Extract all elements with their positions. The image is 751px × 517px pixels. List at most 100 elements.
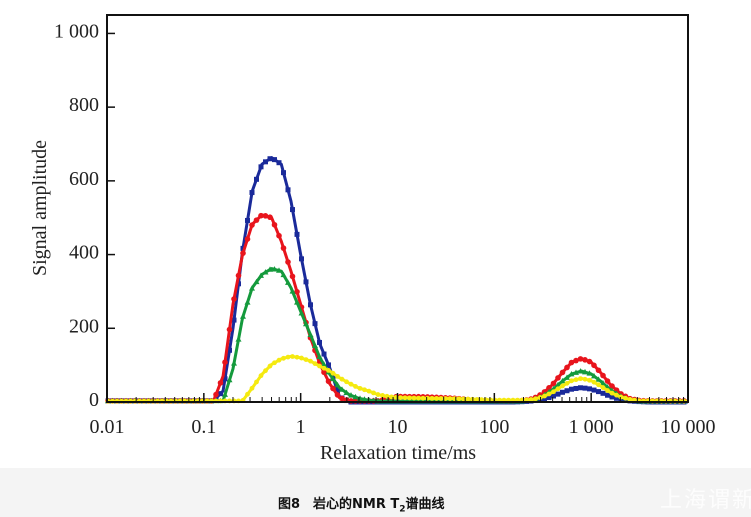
star-marker	[335, 373, 340, 379]
star-marker	[348, 381, 354, 387]
star-marker	[434, 396, 439, 401]
square-marker	[564, 388, 570, 394]
square-marker	[600, 390, 606, 396]
triangle-marker	[267, 266, 273, 272]
square-marker	[285, 187, 291, 193]
triangle-marker	[253, 278, 260, 285]
circle-marker	[244, 236, 251, 242]
square-marker	[591, 387, 597, 393]
triangle-marker	[258, 272, 264, 278]
star-marker	[551, 389, 556, 395]
x-tick-label: 0.1	[191, 416, 216, 438]
circle-marker	[253, 217, 260, 223]
circle-marker	[321, 369, 327, 376]
star-marker	[537, 395, 543, 400]
circle-marker	[222, 359, 228, 366]
square-marker	[605, 392, 610, 398]
star-marker	[546, 391, 552, 397]
y-axis-title: Signal amplitude	[29, 140, 51, 276]
circle-marker	[289, 273, 296, 280]
triangle-marker	[240, 313, 246, 319]
x-tick-label: 1	[296, 416, 306, 438]
triangle-marker	[577, 368, 584, 374]
square-marker	[551, 393, 556, 399]
triangle-marker	[339, 386, 345, 392]
star-marker	[380, 393, 385, 398]
star-marker	[317, 363, 322, 369]
star-marker	[326, 368, 331, 373]
x-tick-label: 10 000	[661, 416, 716, 438]
triangle-marker	[249, 285, 255, 291]
star-marker	[416, 395, 421, 401]
circle-marker	[280, 245, 287, 251]
circle-marker	[249, 222, 255, 228]
star-marker	[375, 392, 381, 397]
figure-caption: 图8 岩心的NMR T2谱曲线	[278, 493, 445, 515]
triangle-marker	[330, 375, 336, 381]
triangle-marker	[564, 374, 570, 380]
square-marker	[335, 388, 340, 394]
series-line	[107, 156, 688, 404]
square-marker	[555, 391, 561, 397]
square-marker	[299, 256, 304, 262]
y-tick-label: 0	[89, 389, 99, 411]
square-marker	[294, 231, 300, 237]
square-marker	[546, 395, 552, 401]
triangle-marker	[600, 380, 606, 386]
square-marker	[290, 207, 295, 213]
triangle-marker	[352, 393, 359, 400]
circle-marker	[604, 378, 611, 384]
star-marker	[578, 376, 583, 382]
square-marker	[321, 351, 327, 357]
star-marker	[582, 376, 588, 382]
circle-marker	[276, 232, 282, 239]
star-marker	[407, 395, 412, 401]
star-marker	[366, 388, 372, 394]
x-tick-label: 1 000	[569, 416, 614, 438]
circle-marker	[586, 358, 593, 365]
star-marker	[371, 390, 376, 396]
square-marker	[236, 281, 241, 287]
circle-marker	[568, 359, 575, 366]
square-marker	[578, 385, 583, 391]
circle-marker	[559, 369, 566, 376]
y-tick-label: 200	[69, 315, 99, 337]
caption-suffix: 谱曲线	[405, 497, 445, 512]
caption-subscript: 2	[399, 504, 406, 515]
star-marker	[429, 395, 435, 401]
circle-marker	[555, 375, 561, 381]
star-marker	[357, 385, 363, 391]
star-marker	[281, 355, 286, 361]
square-marker	[267, 156, 273, 162]
triangle-marker	[298, 310, 305, 316]
star-marker	[569, 378, 574, 384]
square-marker	[317, 339, 322, 345]
star-marker	[560, 383, 565, 389]
circle-marker	[546, 384, 552, 391]
star-marker	[600, 385, 606, 390]
star-marker	[339, 376, 345, 382]
circle-marker	[591, 362, 597, 369]
square-marker	[569, 386, 574, 392]
square-marker	[254, 176, 259, 182]
star-marker	[479, 397, 484, 403]
square-marker	[573, 385, 579, 391]
star-marker	[294, 354, 300, 360]
triangle-marker	[285, 279, 291, 285]
star-marker	[420, 395, 426, 401]
star-marker	[573, 377, 579, 383]
star-marker	[308, 358, 313, 364]
star-marker	[528, 397, 534, 402]
star-marker	[272, 360, 277, 366]
triangle-marker	[280, 271, 287, 278]
star-marker	[263, 368, 268, 374]
star-marker	[443, 396, 448, 401]
triangle-marker	[343, 389, 350, 395]
star-marker	[627, 397, 633, 402]
triangle-marker	[321, 361, 327, 367]
triangle-marker	[289, 288, 296, 294]
star-marker	[267, 363, 273, 369]
triangle-marker	[573, 369, 579, 375]
star-marker	[618, 394, 624, 400]
triangle-marker	[244, 299, 251, 305]
